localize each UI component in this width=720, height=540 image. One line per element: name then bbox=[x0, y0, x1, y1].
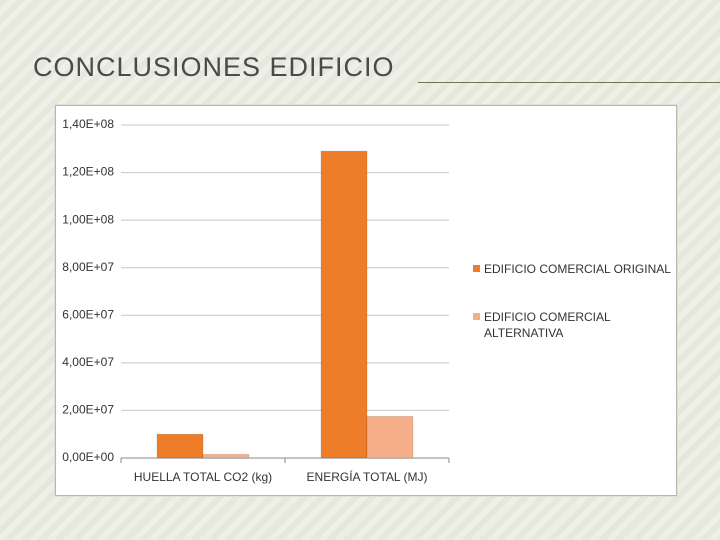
y-tick-label: 0,00E+00 bbox=[62, 450, 114, 464]
y-tick-label: 2,00E+07 bbox=[62, 403, 114, 417]
y-tick-label: 4,00E+07 bbox=[62, 355, 114, 369]
chart: 0,00E+00 2,00E+07 4,00E+07 6,00E+07 8,00E+07… bbox=[62, 117, 450, 484]
y-tick-label: 1,00E+08 bbox=[62, 212, 114, 226]
bar bbox=[202, 453, 250, 459]
legend-item: EDIFICIO COMERCIAL ALTERNATIVA bbox=[473, 309, 674, 341]
x-tick-label: HUELLA TOTAL CO2 (kg) bbox=[134, 470, 272, 484]
legend-swatch bbox=[473, 265, 480, 272]
y-tick-label: 1,20E+08 bbox=[62, 165, 114, 179]
legend-label: EDIFICIO COMERCIAL ORIGINAL bbox=[484, 262, 671, 276]
legend-label: EDIFICIO COMERCIAL ALTERNATIVA bbox=[484, 310, 611, 340]
y-tick-label: 6,00E+07 bbox=[62, 307, 114, 321]
bar bbox=[366, 415, 414, 459]
bar bbox=[156, 433, 204, 459]
chart-box: 0,00E+00 2,00E+07 4,00E+07 6,00E+07 8,00E+07… bbox=[55, 105, 677, 496]
y-tick-label: 1,40E+08 bbox=[62, 117, 114, 131]
x-tick-label: ENERGÍA TOTAL (MJ) bbox=[307, 469, 428, 484]
legend-swatch bbox=[473, 313, 480, 320]
legend-item: EDIFICIO COMERCIAL ORIGINAL bbox=[473, 261, 674, 277]
y-tick-label: 8,00E+07 bbox=[62, 260, 114, 274]
bar bbox=[320, 150, 368, 459]
slide-title: CONCLUSIONES EDIFICIO bbox=[33, 52, 395, 82]
title-rule bbox=[418, 82, 720, 83]
